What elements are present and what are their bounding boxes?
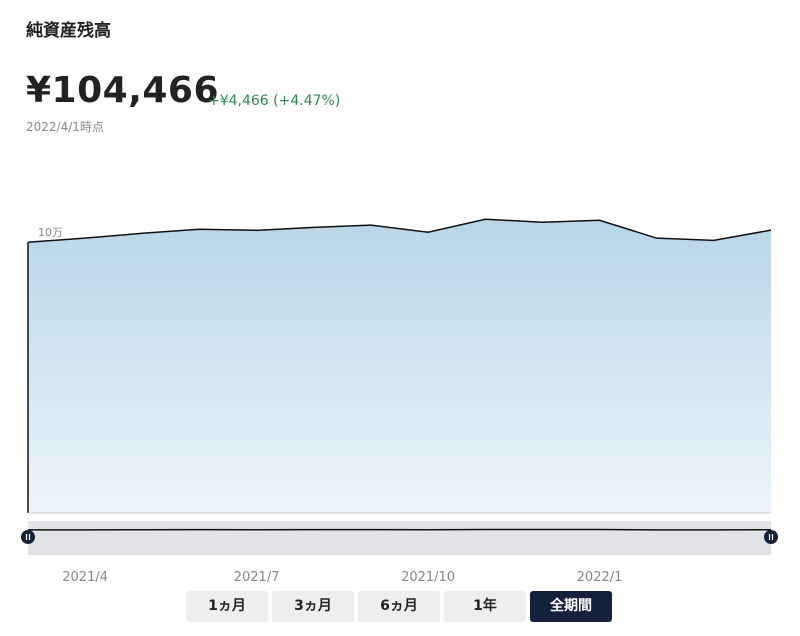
- handle-circle: [764, 530, 778, 544]
- range-button[interactable]: 3ヵ月: [272, 591, 354, 622]
- x-tick-label: 2022/1: [577, 570, 623, 585]
- range-button[interactable]: 1ヵ月: [186, 591, 268, 622]
- change: +¥4,466 (+4.47%): [208, 93, 341, 109]
- as-of-date: 2022/4/1時点: [26, 120, 104, 134]
- navigator-handle[interactable]: [764, 530, 778, 544]
- handle-circle: [21, 530, 35, 544]
- range-buttons: 1ヵ月 3ヵ月 6ヵ月 1年 全期間: [186, 591, 612, 622]
- range-button[interactable]: 1年: [444, 591, 526, 622]
- navigator[interactable]: [28, 521, 771, 555]
- x-tick-label: 2021/10: [401, 570, 455, 585]
- y-tick-label: 10万: [38, 226, 63, 239]
- x-tick-label: 2021/4: [62, 570, 108, 585]
- line: [27, 218, 772, 243]
- navigator-handle[interactable]: [21, 530, 35, 544]
- range-button[interactable]: 全期間: [530, 591, 612, 622]
- x-tick-label: 2021/7: [234, 570, 280, 585]
- balance: ¥104,466: [26, 70, 220, 111]
- range-button[interactable]: 6ヵ月: [358, 591, 440, 622]
- title: 純資産残高: [26, 21, 111, 41]
- area: [28, 219, 771, 513]
